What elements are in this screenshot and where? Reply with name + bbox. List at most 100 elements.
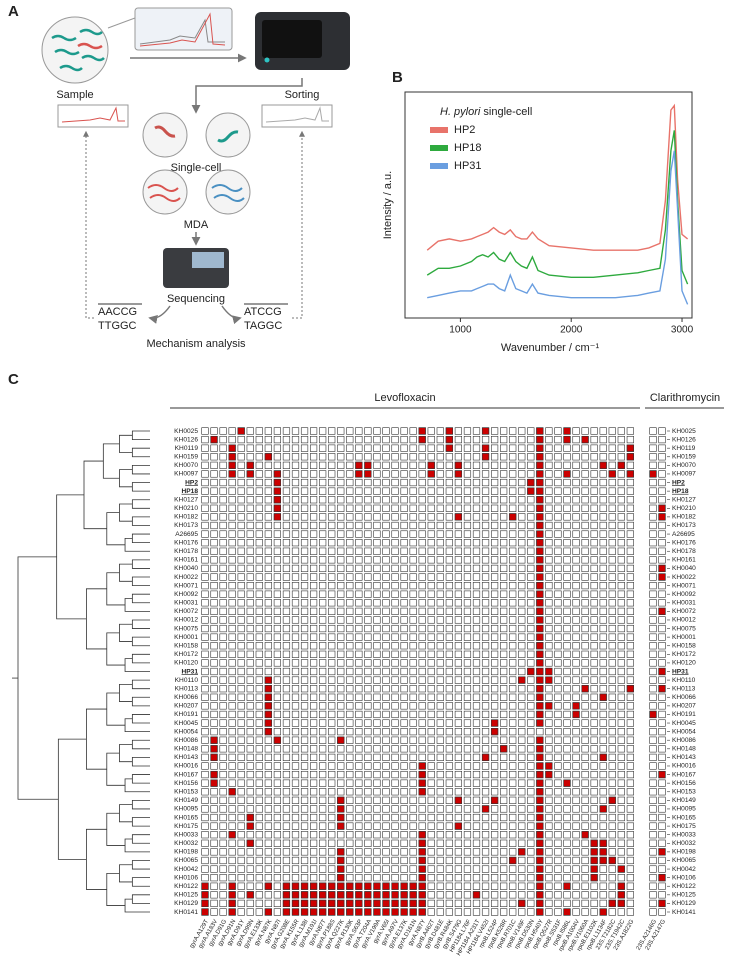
- cell: [382, 650, 390, 658]
- cell: [545, 556, 553, 564]
- cell: [536, 728, 544, 736]
- cell: [518, 539, 526, 547]
- row-label-right: KH0120: [672, 660, 696, 667]
- cell: [337, 788, 345, 796]
- mutation-cell: [282, 908, 291, 916]
- cell: [599, 470, 607, 478]
- cell: [527, 530, 535, 538]
- cell: [608, 607, 616, 615]
- cell: [481, 899, 490, 908]
- cell: [527, 753, 535, 761]
- cell: [300, 504, 309, 512]
- dendrogram-branch: [131, 696, 150, 707]
- cell: [445, 599, 453, 607]
- cell: [427, 427, 435, 435]
- cell: [400, 616, 408, 624]
- cell: [346, 702, 354, 710]
- cell: [355, 667, 363, 676]
- cell: [210, 667, 218, 676]
- cell: [210, 813, 218, 822]
- cell: [626, 642, 634, 650]
- cell: [246, 624, 254, 633]
- cell: [319, 874, 327, 882]
- cell: [572, 539, 580, 547]
- cell: [210, 539, 218, 547]
- cell: [373, 616, 381, 624]
- cell: [382, 487, 390, 495]
- cell: [391, 590, 399, 598]
- cell: [210, 839, 218, 847]
- cell: [237, 805, 245, 813]
- cell: [309, 753, 318, 761]
- cell: [658, 805, 666, 813]
- cell: [264, 607, 272, 615]
- cell: [346, 496, 354, 504]
- cell: [309, 556, 318, 564]
- cell: [246, 453, 254, 461]
- cell: [500, 822, 508, 830]
- cell: [237, 736, 245, 744]
- legend-label: HP18: [454, 142, 482, 154]
- cell: [518, 427, 526, 435]
- cell: [554, 659, 562, 667]
- cell: [328, 435, 336, 444]
- cell: [355, 848, 363, 856]
- row-label: KH0198: [174, 849, 198, 856]
- cell: [554, 650, 562, 658]
- row-label-right: KH0066: [672, 694, 696, 701]
- mutation-cell: [291, 908, 300, 916]
- cell: [590, 702, 598, 710]
- cell: [658, 487, 666, 495]
- cell: [400, 547, 408, 555]
- mutation-cell: [201, 882, 209, 890]
- mutation-cell: [328, 899, 336, 908]
- cell: [545, 848, 553, 856]
- cell: [445, 736, 453, 744]
- mutation-cell: [509, 856, 517, 865]
- mutation-cell: [608, 899, 616, 908]
- dendrogram-branch: [131, 559, 150, 569]
- cell: [527, 856, 535, 865]
- cell: [210, 427, 218, 435]
- cell: [436, 762, 444, 770]
- cell: [309, 650, 318, 658]
- cell: [463, 805, 472, 813]
- mutation-cell: [545, 762, 553, 770]
- cell: [608, 582, 616, 590]
- cell: [518, 599, 526, 607]
- cell: [617, 590, 625, 598]
- cell: [355, 633, 363, 641]
- cell: [572, 805, 580, 813]
- cell: [626, 513, 634, 521]
- cell: [545, 908, 553, 916]
- cell: [337, 478, 345, 487]
- cell: [608, 599, 616, 607]
- cell: [608, 573, 616, 581]
- cell: [649, 813, 657, 822]
- cell: [581, 650, 589, 658]
- cell: [658, 539, 666, 547]
- cell: [626, 521, 634, 530]
- cell: [418, 573, 426, 581]
- cell: [328, 496, 336, 504]
- cell: [599, 444, 607, 452]
- cell: [626, 908, 634, 916]
- cell: [608, 831, 616, 839]
- cell: [608, 702, 616, 710]
- cell: [572, 753, 580, 761]
- cell: [427, 496, 435, 504]
- cell: [554, 642, 562, 650]
- cell: [500, 547, 508, 555]
- cell: [319, 813, 327, 822]
- cell: [409, 745, 417, 753]
- cell: [545, 487, 553, 495]
- cell: [608, 487, 616, 495]
- cell: [228, 599, 236, 607]
- cell: [364, 530, 372, 538]
- cell: [219, 848, 227, 856]
- cell: [626, 693, 634, 701]
- cell: [572, 856, 580, 865]
- cell: [382, 590, 390, 598]
- cell: [273, 719, 282, 727]
- cell: [373, 633, 381, 641]
